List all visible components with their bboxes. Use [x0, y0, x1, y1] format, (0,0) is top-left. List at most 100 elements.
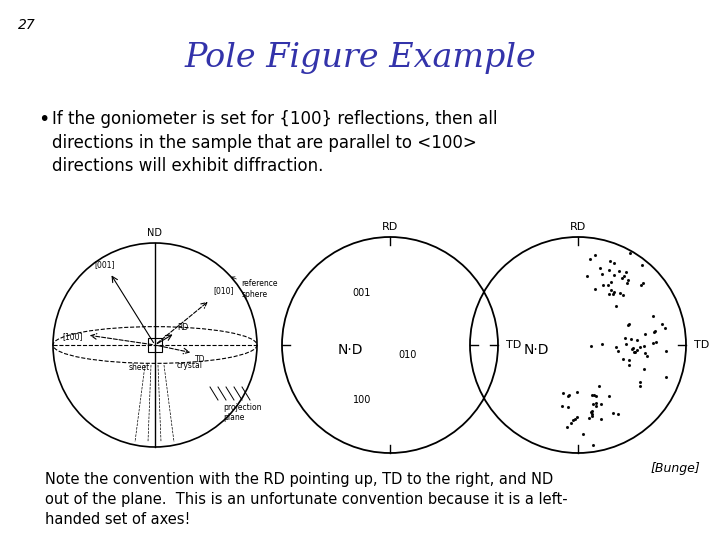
Point — [614, 289, 626, 298]
Text: Pole Figure Example: Pole Figure Example — [184, 42, 536, 74]
Text: RD: RD — [570, 222, 586, 232]
Point — [608, 271, 620, 279]
Text: projection
plane: projection plane — [223, 403, 261, 422]
Point — [605, 286, 616, 295]
Point — [639, 330, 650, 339]
Text: ND: ND — [148, 228, 163, 238]
Point — [585, 255, 596, 264]
Point — [613, 266, 625, 275]
Point — [608, 289, 619, 298]
Text: 100: 100 — [353, 395, 372, 405]
Point — [598, 280, 609, 289]
Point — [603, 280, 614, 289]
Point — [571, 413, 582, 421]
Point — [634, 377, 646, 386]
Point — [608, 259, 620, 267]
Point — [634, 382, 645, 391]
Point — [595, 399, 607, 408]
Point — [631, 336, 642, 345]
Point — [624, 248, 636, 257]
Text: [010]: [010] — [213, 286, 233, 295]
Point — [634, 342, 645, 351]
Point — [563, 391, 575, 400]
Point — [647, 312, 659, 321]
Text: [001]: [001] — [95, 260, 115, 269]
Point — [621, 340, 632, 349]
Text: TD: TD — [694, 340, 709, 350]
Text: [100]: [100] — [63, 333, 83, 341]
Point — [561, 423, 572, 431]
Point — [586, 409, 598, 418]
Point — [636, 261, 648, 269]
Point — [586, 407, 598, 415]
Text: Note the convention with the RD pointing up, TD to the right, and ND
out of the : Note the convention with the RD pointing… — [45, 472, 567, 526]
Point — [642, 352, 653, 361]
Text: [Bunge]: [Bunge] — [650, 462, 700, 475]
Point — [637, 279, 649, 287]
Point — [639, 342, 650, 351]
Point — [607, 408, 618, 417]
Point — [590, 251, 601, 260]
Text: RD: RD — [382, 222, 398, 232]
Point — [649, 327, 661, 335]
Point — [596, 269, 608, 278]
Point — [636, 280, 647, 289]
Text: N·D: N·D — [337, 343, 363, 357]
Point — [562, 392, 574, 401]
Text: •: • — [38, 110, 50, 129]
Text: TD: TD — [506, 340, 521, 350]
Point — [629, 348, 640, 356]
Point — [625, 335, 636, 343]
Point — [639, 349, 650, 358]
Point — [650, 337, 662, 346]
Point — [616, 274, 628, 283]
Point — [605, 278, 616, 287]
Point — [588, 390, 599, 399]
Point — [617, 291, 629, 299]
Point — [659, 324, 670, 333]
Text: reference
sphere: reference sphere — [232, 277, 278, 299]
Point — [590, 402, 601, 410]
Point — [657, 320, 668, 329]
Point — [585, 408, 597, 416]
Point — [603, 392, 615, 400]
Point — [629, 347, 640, 356]
Point — [618, 355, 629, 363]
Point — [620, 334, 631, 342]
Text: crystal: crystal — [177, 361, 203, 370]
Point — [623, 320, 634, 329]
Point — [611, 343, 622, 352]
Point — [638, 365, 649, 374]
Point — [590, 399, 602, 408]
Point — [660, 347, 672, 355]
Point — [586, 390, 598, 399]
Text: If the goniometer is set for {100} reflections, then all
directions in the sampl: If the goniometer is set for {100} refle… — [52, 110, 498, 175]
Point — [577, 429, 589, 438]
Point — [585, 341, 597, 350]
Point — [647, 339, 658, 348]
Point — [626, 345, 638, 353]
Point — [612, 409, 624, 418]
Point — [565, 419, 577, 428]
Point — [603, 290, 615, 299]
Text: 27: 27 — [18, 18, 36, 32]
Point — [583, 414, 595, 422]
Point — [621, 279, 632, 287]
Point — [631, 346, 643, 354]
Point — [587, 441, 598, 449]
Text: sheet: sheet — [129, 363, 150, 372]
Point — [608, 287, 620, 296]
Point — [557, 402, 568, 410]
Point — [612, 347, 624, 355]
Text: N·D: N·D — [523, 343, 549, 357]
Point — [605, 257, 616, 266]
Point — [603, 266, 615, 274]
Point — [624, 319, 635, 328]
Bar — [148, 338, 162, 352]
Point — [562, 403, 574, 411]
Text: RD: RD — [177, 323, 188, 332]
Point — [610, 302, 621, 310]
Point — [582, 272, 593, 280]
Point — [586, 411, 598, 420]
Point — [627, 343, 639, 352]
